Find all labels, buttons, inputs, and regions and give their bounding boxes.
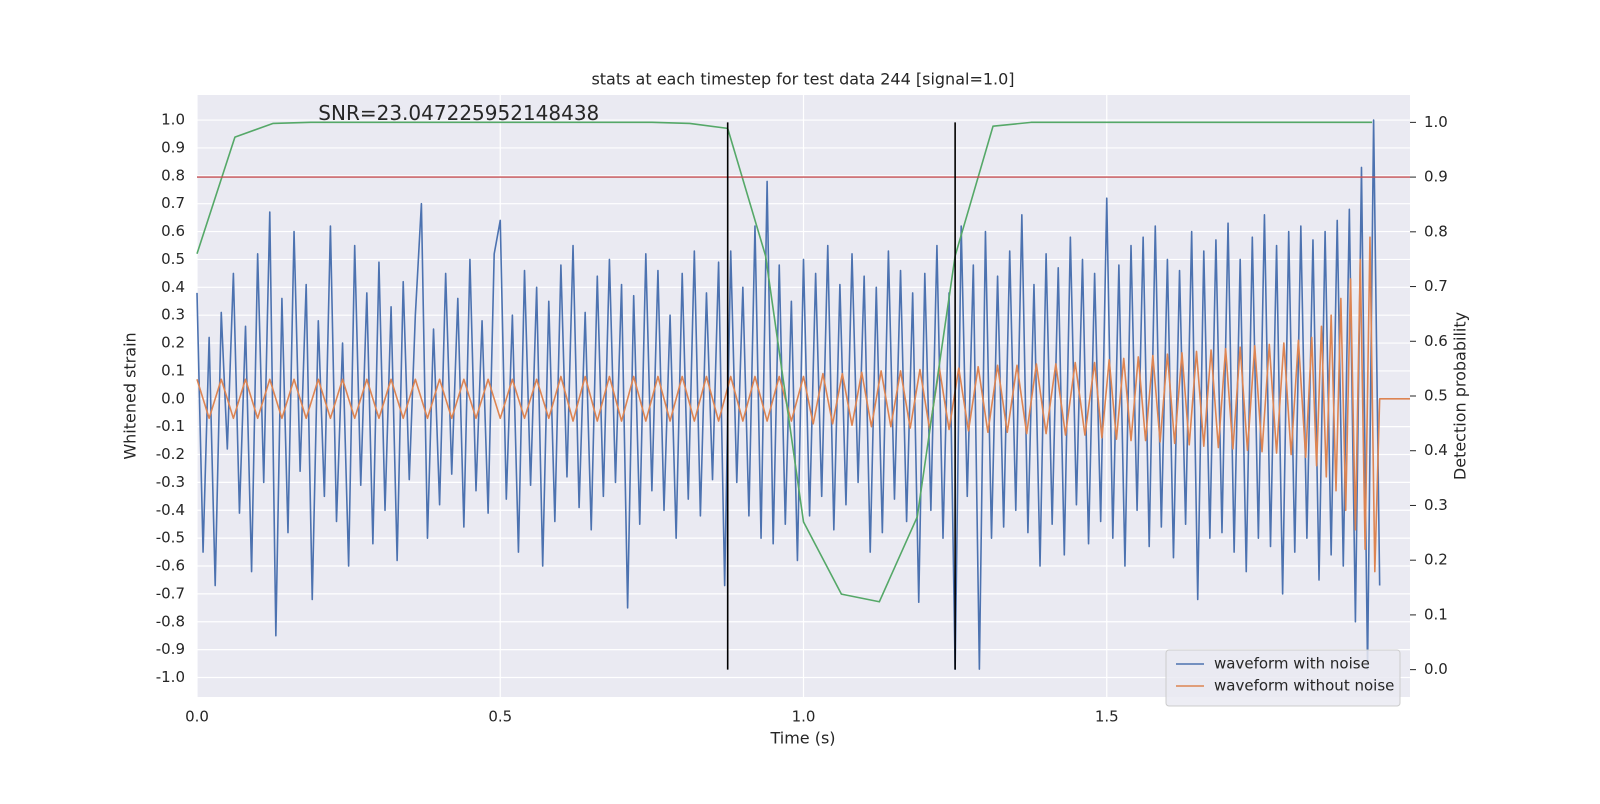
y-tick-label: 0.5 (161, 250, 185, 268)
x-tick-label: 0.0 (185, 708, 209, 726)
y-tick-label: -0.1 (156, 417, 185, 435)
y-tick-label: 0.6 (161, 222, 185, 240)
y-tick-label: 0.3 (161, 306, 185, 324)
legend-label: waveform with noise (1214, 655, 1370, 673)
y-tick-label: 0.7 (161, 194, 185, 212)
x-axis-label: Time (s) (769, 729, 835, 748)
y2-tick-label: 0.3 (1424, 496, 1448, 514)
grid (196, 95, 1410, 697)
y-tick-label: 0.1 (161, 361, 185, 379)
y-tick-label: -0.4 (156, 501, 185, 519)
y2-tick-label: 0.7 (1424, 277, 1448, 295)
y-tick-label: -0.7 (156, 584, 185, 602)
legend: waveform with noise waveform without nois… (1165, 649, 1401, 707)
series-line (196, 236, 1410, 573)
y2-tick-label: 1.0 (1424, 113, 1448, 131)
y-tick-label: 0.4 (161, 278, 185, 296)
chart-title: stats at each timestep for test data 244… (591, 70, 1014, 89)
y2-axis-label: Detection probability (1451, 312, 1470, 480)
y2-tick-label: 0.4 (1424, 441, 1448, 459)
legend-label: waveform without noise (1214, 677, 1394, 695)
y2-tick-label: 0.0 (1424, 660, 1448, 678)
y-tick-label: -0.3 (156, 473, 185, 491)
y-tick-label: -0.6 (156, 557, 185, 575)
legend-box (1165, 649, 1401, 707)
y-tick-label: -0.5 (156, 529, 185, 547)
y2-tick-label: 0.6 (1424, 332, 1448, 350)
y2-tick-label: 0.8 (1424, 222, 1448, 240)
y-tick-label: -0.8 (156, 612, 185, 630)
y-tick-label: -0.2 (156, 445, 185, 463)
y-tick-label: -1.0 (156, 668, 185, 686)
y2-tick-label: 0.1 (1424, 605, 1448, 623)
y-tick-label: 0.8 (161, 166, 185, 184)
y-tick-label: 1.0 (161, 111, 185, 129)
y-axis-label: Whitened strain (121, 332, 140, 459)
series-line (196, 121, 1373, 603)
y-tick-label: 0.0 (161, 389, 185, 407)
y2-tick-label: 0.5 (1424, 387, 1448, 405)
annotation: SNR=23.047225952148438 (318, 101, 599, 125)
y2-tick-label: 0.2 (1424, 551, 1448, 569)
x-tick-label: 1.0 (792, 708, 816, 726)
y2-tick-label: 0.9 (1424, 168, 1448, 186)
y-tick-label: 0.2 (161, 334, 185, 352)
x-tick-label: 1.5 (1095, 708, 1119, 726)
x-tick-label: 0.5 (488, 708, 512, 726)
y-tick-label: -0.9 (156, 640, 185, 658)
y-tick-label: 0.9 (161, 138, 185, 156)
marks (196, 119, 1410, 670)
